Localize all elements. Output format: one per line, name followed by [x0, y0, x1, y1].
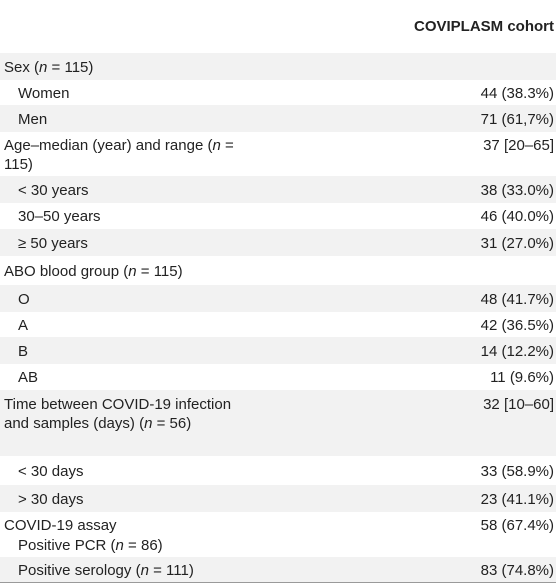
- row-value: 23 (41.1%): [480, 491, 554, 508]
- row-label: AB: [18, 369, 39, 386]
- row-value: 32 [10–60]: [483, 396, 554, 413]
- row-value: 48 (41.7%): [480, 291, 554, 308]
- row-value: 46 (40.0%): [480, 208, 554, 225]
- table-row: A 42 (36.5%): [0, 312, 556, 337]
- table-row: Age–median (year) and range (n = 115) 37…: [0, 132, 556, 176]
- row-value: 44 (38.3%): [480, 85, 554, 102]
- row-value: 38 (33.0%): [480, 182, 554, 199]
- row-label: O: [18, 291, 30, 308]
- table-row: COVID-19 assay 58 (67.4%) Positive PCR (…: [0, 512, 556, 557]
- table-row: > 30 days 23 (41.1%): [0, 485, 556, 512]
- column-header: COVIPLASM cohort: [413, 18, 554, 35]
- table-row: Men 71 (61,7%): [0, 105, 556, 132]
- row-label: Positive PCR (n = 86): [18, 537, 163, 554]
- row-value: 31 (27.0%): [480, 235, 554, 252]
- row-label: 30–50 years: [18, 208, 101, 225]
- row-value: 42 (36.5%): [480, 317, 554, 334]
- row-label: Men: [18, 111, 48, 128]
- table-row: Sex (n = 115): [0, 53, 556, 80]
- table-row: < 30 years 38 (33.0%): [0, 176, 556, 203]
- row-label: Age–median (year) and range (n = 115): [4, 137, 234, 173]
- row-value: 37 [20–65]: [483, 137, 554, 154]
- row-label: < 30 days: [18, 463, 84, 480]
- table-bottom-rule: [0, 582, 556, 583]
- table-row: ABO blood group (n = 115): [0, 256, 556, 285]
- table-row: Positive serology (n = 111) 83 (74.8%): [0, 557, 556, 582]
- row-label: Time between COVID-19 infection and samp…: [4, 396, 232, 432]
- row-label: ≥ 50 years: [18, 235, 88, 252]
- row-label: ABO blood group (n = 115): [4, 263, 183, 280]
- table-row: O 48 (41.7%): [0, 285, 556, 312]
- table-row: ≥ 50 years 31 (27.0%): [0, 229, 556, 256]
- row-label: > 30 days: [18, 491, 84, 508]
- row-label: COVID-19 assay: [4, 517, 117, 534]
- row-value: 58 (67.4%): [480, 517, 554, 534]
- row-value: 83 (74.8%): [480, 562, 554, 579]
- row-value: 33 (58.9%): [480, 463, 554, 480]
- row-label: Sex (n = 115): [4, 59, 94, 76]
- row-label: < 30 years: [18, 182, 89, 199]
- table-row: Women 44 (38.3%): [0, 80, 556, 105]
- row-value: 71 (61,7%): [480, 111, 554, 128]
- table-row: AB 11 (9.6%): [0, 364, 556, 390]
- table-row: 30–50 years 46 (40.0%): [0, 203, 556, 229]
- row-label: B: [18, 343, 29, 360]
- row-value: 11 (9.6%): [490, 369, 554, 386]
- table-row: < 30 days 33 (58.9%): [0, 456, 556, 485]
- table-row: B 14 (12.2%): [0, 337, 556, 364]
- table-header: COVIPLASM cohort: [0, 0, 556, 53]
- table-row: Time between COVID-19 infection and samp…: [0, 390, 556, 456]
- row-label: Women: [18, 85, 70, 102]
- row-label: Positive serology (n = 111): [18, 562, 194, 579]
- row-value: 14 (12.2%): [480, 343, 554, 360]
- row-label: A: [18, 317, 29, 334]
